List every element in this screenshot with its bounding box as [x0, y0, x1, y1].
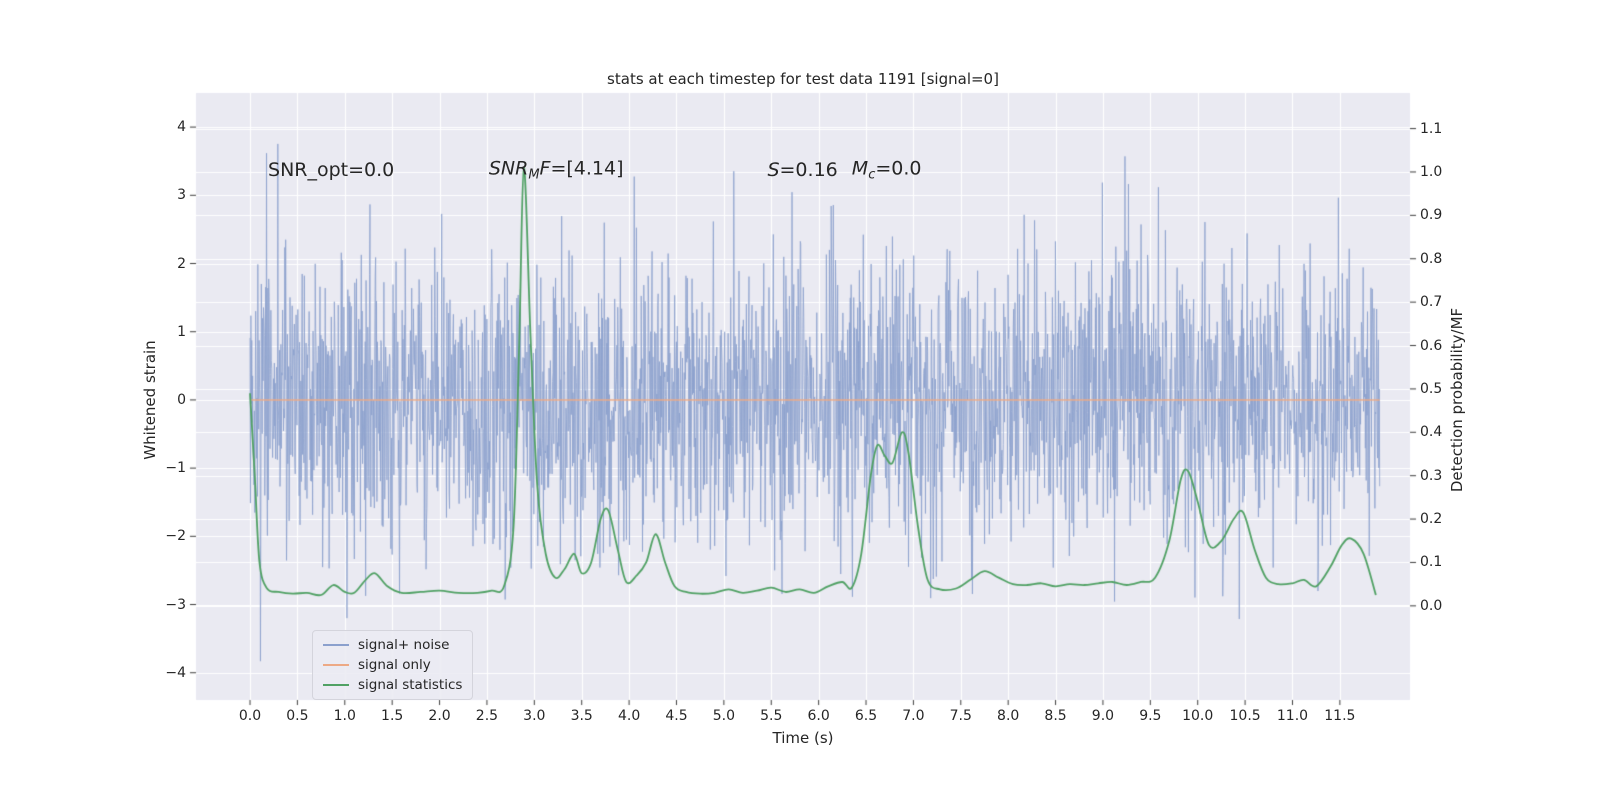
- y-right-tick-label: 0.6: [1420, 337, 1443, 354]
- legend-label: signal+ noise: [358, 637, 450, 653]
- chart-title: stats at each timestep for test data 119…: [607, 70, 999, 88]
- y-right-tick-label: 0.5: [1420, 380, 1443, 397]
- y-right-tick-label: 0.9: [1420, 207, 1443, 224]
- x-tick-label: 11.0: [1276, 708, 1309, 724]
- legend-swatch: [323, 644, 349, 646]
- x-tick-label: 10.5: [1229, 708, 1261, 724]
- annotation: S=0.16: [767, 159, 837, 181]
- annotation: Mc=0.0: [852, 158, 922, 183]
- y-axis-label-left: Whitened strain: [141, 340, 159, 460]
- annotation-part: SNR_opt=0.0: [268, 159, 395, 182]
- x-tick-label: 2.0: [428, 708, 451, 724]
- y-right-tick-label: 0.4: [1420, 424, 1443, 441]
- y-left-tick-label: 4: [177, 119, 186, 136]
- x-tick-label: 5.0: [712, 708, 735, 724]
- x-tick-label: 5.5: [760, 708, 783, 724]
- x-tick-label: 10.0: [1182, 708, 1214, 724]
- x-tick-label: 3.0: [523, 708, 546, 724]
- annotation: SNR_opt=0.0: [268, 159, 394, 181]
- x-tick-label: 0.5: [286, 708, 309, 724]
- y-right-tick-label: 0.7: [1420, 294, 1443, 311]
- y-left-tick-label: 2: [177, 255, 186, 272]
- legend-item: signal statistics: [323, 677, 462, 693]
- legend-label: signal statistics: [358, 677, 463, 693]
- x-tick-label: 9.0: [1091, 708, 1115, 724]
- y-left-tick-label: 1: [177, 323, 186, 340]
- legend: signal+ noise signal only signal statistic…: [312, 630, 474, 700]
- y-left-tick-label: 3: [177, 187, 186, 204]
- y-right-tick-label: 1.1: [1420, 120, 1443, 137]
- annotation-part: =0.16: [779, 159, 838, 182]
- x-tick-label: 4.5: [665, 708, 688, 724]
- annotation-part: SNR: [488, 157, 529, 180]
- annotation-part: F: [539, 157, 551, 180]
- x-tick-label: 11.5: [1324, 708, 1356, 724]
- x-tick-label: 7.5: [949, 708, 972, 724]
- x-axis-label: Time (s): [772, 729, 834, 747]
- y-right-tick-label: 0.1: [1420, 554, 1443, 571]
- y-left-tick-label: −2: [165, 528, 186, 545]
- legend-swatch: [323, 664, 349, 666]
- legend-item: signal+ noise: [323, 637, 462, 653]
- y-left-tick-label: −1: [165, 460, 186, 477]
- x-tick-label: 3.5: [570, 708, 593, 724]
- y-left-tick-label: −4: [165, 664, 186, 681]
- y-right-tick-label: 0.0: [1420, 597, 1443, 614]
- annotation-part: S: [767, 159, 780, 182]
- x-tick-label: 2.5: [475, 708, 499, 724]
- annotation-part: =[4.14]: [550, 157, 624, 180]
- legend-label: signal only: [358, 657, 431, 673]
- x-tick-label: 1.5: [381, 708, 404, 724]
- x-tick-label: 6.0: [807, 708, 830, 724]
- x-tick-label: 6.5: [854, 708, 878, 724]
- annotation: SNRMF=[4.14]: [489, 158, 624, 183]
- annotation-part: M: [528, 167, 540, 183]
- x-tick-label: 9.5: [1139, 708, 1162, 724]
- y-right-tick-label: 0.2: [1420, 511, 1443, 528]
- x-tick-label: 1.0: [333, 708, 356, 724]
- x-tick-label: 4.0: [617, 708, 641, 724]
- x-tick-label: 8.5: [1044, 708, 1067, 724]
- x-tick-label: 0.0: [238, 708, 262, 724]
- annotation-part: c: [868, 167, 876, 183]
- y-right-tick-label: 1.0: [1420, 163, 1443, 180]
- x-tick-label: 8.0: [997, 708, 1020, 724]
- annotation-part: =0.0: [875, 157, 922, 180]
- annotation-part: M: [851, 157, 869, 180]
- x-tick-label: 7.0: [902, 708, 925, 724]
- legend-swatch: [323, 684, 349, 686]
- y-left-tick-label: 0: [177, 391, 186, 408]
- y-right-tick-label: 0.3: [1420, 467, 1443, 484]
- y-axis-label-right: Detection probability/MF: [1448, 307, 1466, 493]
- y-left-tick-label: −3: [165, 596, 186, 613]
- y-right-tick-label: 0.8: [1420, 250, 1443, 267]
- legend-item: signal only: [323, 657, 462, 673]
